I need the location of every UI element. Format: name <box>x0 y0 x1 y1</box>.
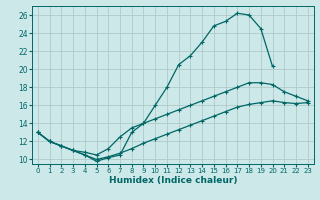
X-axis label: Humidex (Indice chaleur): Humidex (Indice chaleur) <box>108 176 237 185</box>
